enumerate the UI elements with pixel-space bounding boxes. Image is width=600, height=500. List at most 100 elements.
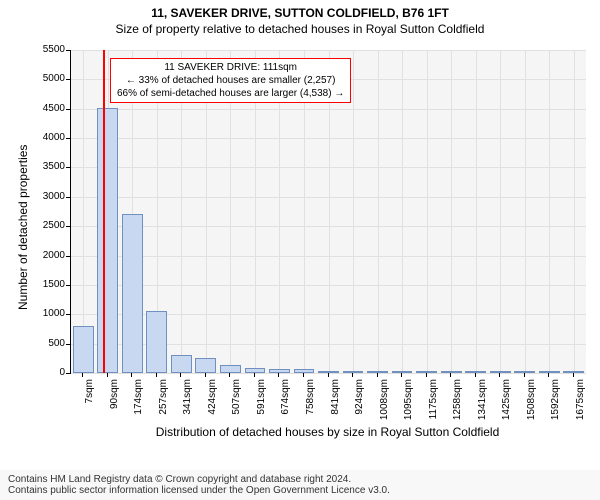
ytick-label: 4500 — [30, 103, 65, 114]
xtick-label: 841sqm — [330, 379, 341, 429]
ytick-mark — [66, 344, 70, 345]
xtick-mark — [82, 373, 83, 377]
gridline-v — [500, 50, 501, 373]
xtick-label: 424sqm — [207, 379, 218, 429]
ytick-label: 2000 — [30, 250, 65, 261]
ytick-mark — [66, 109, 70, 110]
gridline-v — [525, 50, 526, 373]
annotation-line-3: 66% of semi-detached houses are larger (… — [117, 87, 344, 100]
page-subtitle: Size of property relative to detached ho… — [0, 20, 600, 36]
gridline-h — [71, 373, 586, 374]
bar — [416, 371, 437, 373]
ytick-label: 5500 — [30, 44, 65, 55]
gridline-v — [451, 50, 452, 373]
bar — [220, 365, 241, 373]
xtick-mark — [573, 373, 574, 377]
xtick-label: 1175sqm — [428, 379, 439, 429]
xtick-label: 591sqm — [256, 379, 267, 429]
ytick-mark — [66, 373, 70, 374]
xtick-label: 174sqm — [133, 379, 144, 429]
xtick-label: 1592sqm — [550, 379, 561, 429]
gridline-v — [574, 50, 575, 373]
xtick-label: 341sqm — [182, 379, 193, 429]
bar — [171, 355, 192, 373]
xtick-mark — [303, 373, 304, 377]
bar — [465, 371, 486, 373]
ytick-label: 0 — [30, 367, 65, 378]
xtick-label: 1258sqm — [452, 379, 463, 429]
xtick-mark — [377, 373, 378, 377]
xtick-label: 257sqm — [158, 379, 169, 429]
marker-line — [103, 50, 105, 373]
gridline-v — [427, 50, 428, 373]
ytick-label: 4000 — [30, 132, 65, 143]
bar — [392, 371, 413, 373]
ytick-mark — [66, 256, 70, 257]
ytick-label: 1000 — [30, 308, 65, 319]
xtick-mark — [548, 373, 549, 377]
xtick-mark — [352, 373, 353, 377]
ytick-label: 2500 — [30, 220, 65, 231]
xtick-label: 1675sqm — [575, 379, 586, 429]
xtick-mark — [131, 373, 132, 377]
ytick-mark — [66, 167, 70, 168]
bar — [195, 358, 216, 373]
bar — [539, 371, 560, 373]
gridline-v — [353, 50, 354, 373]
ytick-mark — [66, 285, 70, 286]
xtick-mark — [426, 373, 427, 377]
xtick-label: 1508sqm — [526, 379, 537, 429]
bar — [563, 371, 584, 373]
xtick-mark — [475, 373, 476, 377]
xtick-mark — [229, 373, 230, 377]
page-title: 11, SAVEKER DRIVE, SUTTON COLDFIELD, B76… — [0, 0, 600, 20]
bar — [514, 371, 535, 373]
xtick-label: 1008sqm — [379, 379, 390, 429]
xtick-label: 507sqm — [231, 379, 242, 429]
xtick-mark — [254, 373, 255, 377]
xtick-label: 1341sqm — [477, 379, 488, 429]
ytick-label: 500 — [30, 338, 65, 349]
footer-line-1: Contains HM Land Registry data © Crown c… — [8, 474, 592, 485]
bar — [343, 371, 364, 373]
xtick-mark — [205, 373, 206, 377]
xtick-mark — [156, 373, 157, 377]
footer: Contains HM Land Registry data © Crown c… — [0, 470, 600, 500]
bar — [122, 214, 143, 373]
y-axis-label: Number of detached properties — [16, 145, 30, 310]
ytick-label: 3500 — [30, 161, 65, 172]
bar — [269, 369, 290, 373]
annotation-line-1: 11 SAVEKER DRIVE: 111sqm — [117, 61, 344, 74]
x-axis-label: Distribution of detached houses by size … — [70, 425, 585, 439]
bar — [245, 368, 266, 373]
gridline-v — [378, 50, 379, 373]
ytick-mark — [66, 314, 70, 315]
xtick-mark — [278, 373, 279, 377]
bar — [294, 369, 315, 373]
gridline-v — [402, 50, 403, 373]
xtick-label: 90sqm — [109, 379, 120, 429]
xtick-mark — [180, 373, 181, 377]
xtick-label: 674sqm — [280, 379, 291, 429]
xtick-label: 1425sqm — [501, 379, 512, 429]
footer-line-2: Contains public sector information licen… — [8, 485, 592, 496]
xtick-label: 7sqm — [84, 379, 95, 429]
ytick-mark — [66, 226, 70, 227]
xtick-label: 924sqm — [354, 379, 365, 429]
gridline-v — [476, 50, 477, 373]
gridline-v — [549, 50, 550, 373]
xtick-mark — [401, 373, 402, 377]
bar — [490, 371, 511, 373]
ytick-mark — [66, 138, 70, 139]
xtick-label: 758sqm — [305, 379, 316, 429]
xtick-label: 1095sqm — [403, 379, 414, 429]
xtick-mark — [524, 373, 525, 377]
xtick-mark — [499, 373, 500, 377]
marker-annotation: 11 SAVEKER DRIVE: 111sqm ← 33% of detach… — [110, 58, 351, 103]
annotation-line-2: ← 33% of detached houses are smaller (2,… — [117, 74, 344, 87]
bar — [367, 371, 388, 373]
xtick-mark — [107, 373, 108, 377]
bar — [146, 311, 167, 373]
xtick-mark — [450, 373, 451, 377]
ytick-label: 5000 — [30, 73, 65, 84]
